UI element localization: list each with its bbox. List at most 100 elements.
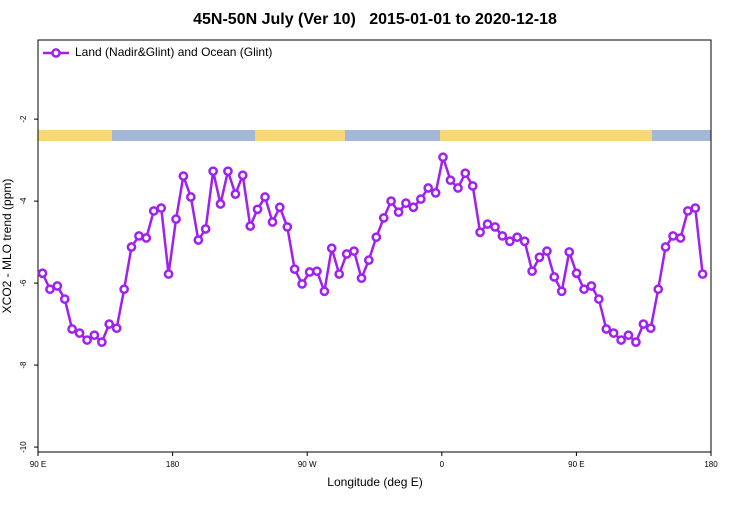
- point: [97, 337, 107, 347]
- point: [334, 269, 345, 279]
- point: [504, 236, 515, 247]
- x-tick-label: 180: [166, 460, 180, 469]
- point: [349, 246, 359, 256]
- point: [586, 281, 597, 291]
- legend-label: Land (Nadir&Glint) and Ocean (Glint): [75, 45, 272, 59]
- point: [593, 294, 604, 304]
- point: [445, 175, 456, 186]
- point: [252, 204, 263, 215]
- point: [430, 188, 441, 198]
- y-tick-label: -10: [19, 441, 28, 453]
- x-tick-label: 90 E: [30, 460, 46, 469]
- point: [460, 168, 471, 179]
- point: [549, 272, 560, 282]
- point: [193, 235, 204, 245]
- point: [52, 281, 63, 291]
- point: [564, 247, 575, 257]
- point: [579, 284, 589, 295]
- point: [111, 323, 122, 334]
- point: [274, 202, 285, 213]
- point: [453, 183, 463, 193]
- land-ocean-strip: [38, 130, 711, 141]
- point: [126, 242, 137, 252]
- point: [119, 284, 129, 295]
- point: [393, 207, 404, 218]
- point: [267, 217, 278, 227]
- point: [37, 268, 48, 279]
- point: [386, 196, 396, 206]
- point: [230, 189, 241, 199]
- legend-marker: [51, 48, 61, 58]
- x-tick-label: 0: [440, 460, 445, 469]
- point: [482, 219, 493, 229]
- point: [660, 242, 671, 252]
- point: [208, 166, 218, 177]
- x-tick-label: 90 E: [568, 460, 584, 469]
- point: [163, 269, 174, 279]
- point: [608, 328, 619, 338]
- point: [631, 337, 641, 347]
- point: [156, 203, 167, 213]
- point: [326, 243, 337, 254]
- point: [623, 330, 634, 341]
- y-tick-label: -6: [19, 279, 28, 287]
- point: [59, 294, 70, 304]
- point: [497, 231, 508, 241]
- point: [534, 252, 545, 263]
- point: [512, 232, 523, 243]
- point: [601, 324, 612, 334]
- point: [363, 255, 374, 265]
- point: [645, 323, 656, 334]
- point: [467, 181, 478, 191]
- point: [215, 199, 226, 209]
- point: [401, 198, 411, 209]
- point: [356, 273, 367, 284]
- point: [675, 233, 686, 243]
- point: [319, 286, 330, 297]
- point: [475, 227, 485, 238]
- point: [438, 152, 448, 163]
- plot-frame: [37, 39, 712, 453]
- point: [67, 324, 77, 334]
- point: [89, 330, 100, 341]
- point: [416, 194, 426, 204]
- point: [82, 335, 92, 345]
- point: [571, 268, 582, 279]
- point: [171, 214, 181, 224]
- x-tick-label: 90 W: [298, 460, 317, 469]
- series-line: [41, 152, 704, 345]
- point: [616, 335, 626, 345]
- y-tick-label: -2: [19, 115, 28, 123]
- y-tick-label: -8: [19, 361, 28, 369]
- point: [542, 246, 552, 256]
- point: [74, 328, 85, 338]
- point: [371, 232, 382, 243]
- point: [668, 231, 678, 241]
- point: [245, 221, 256, 231]
- point: [185, 192, 196, 202]
- point: [423, 183, 434, 193]
- point: [519, 236, 530, 247]
- point: [148, 206, 159, 216]
- x-tick-label: 180: [704, 460, 718, 469]
- x-axis-label: Longitude (deg E): [327, 475, 422, 489]
- point: [638, 319, 649, 329]
- point: [556, 286, 567, 297]
- point: [282, 222, 293, 232]
- y-axis-label: XCO2 - MLO trend (ppm): [0, 179, 14, 314]
- point: [312, 266, 322, 277]
- point: [200, 224, 211, 234]
- point: [141, 233, 152, 243]
- point: [45, 284, 55, 295]
- point: [378, 213, 389, 223]
- point: [527, 266, 537, 277]
- y-tick-label: -4: [19, 197, 28, 205]
- point: [682, 206, 693, 216]
- point: [289, 264, 300, 275]
- point: [178, 171, 189, 181]
- point: [690, 203, 701, 213]
- chart-title: 45N-50N July (Ver 10) 2015-01-01 to 2020…: [193, 11, 557, 28]
- point: [223, 166, 233, 177]
- point: [304, 267, 315, 277]
